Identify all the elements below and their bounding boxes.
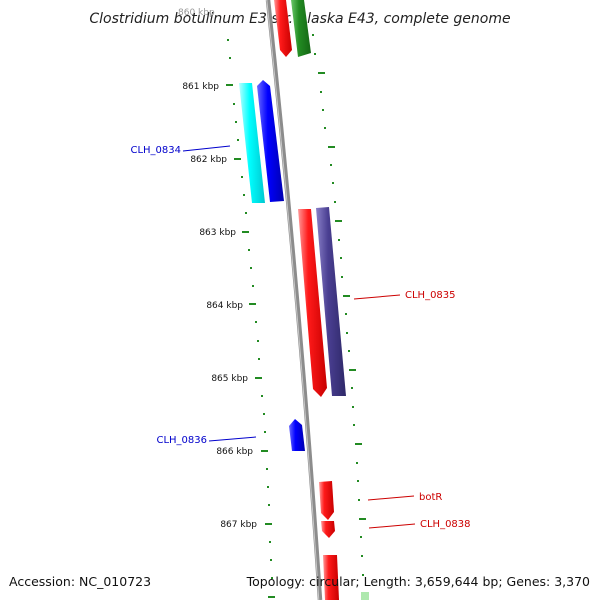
gene-arrow-blue-clh-0836[interactable] — [289, 419, 305, 451]
callout-line-clh-0834 — [182, 145, 231, 152]
gene-label-clh-0838[interactable]: CLH_0838 — [420, 519, 471, 530]
tick-label: 862 kbp — [190, 155, 227, 165]
tick-label-860-partial: 860 kbp — [178, 8, 215, 18]
gene-label-clh-0836[interactable]: CLH_0836 — [156, 435, 207, 446]
gene-cyan[interactable] — [239, 83, 265, 203]
gene-arrow-green-top[interactable] — [291, 0, 311, 57]
callout-line-botr — [367, 495, 415, 501]
genome-backbone — [265, 0, 323, 600]
outer-tick-marks — [312, 34, 368, 595]
gene-label-clh-0835[interactable]: CLH_0835 — [405, 290, 456, 301]
footer-accession: Accession: NC_010723 — [9, 574, 151, 589]
callout-line-clh-0838 — [368, 523, 416, 529]
gene-arrow-red-clh-0835[interactable] — [298, 209, 327, 397]
gene-label-botr[interactable]: botR — [419, 492, 442, 503]
gene-green-bottom[interactable] — [361, 592, 369, 600]
gene-label-clh-0834[interactable]: CLH_0834 — [130, 145, 181, 156]
footer-summary: Topology: circular; Length: 3,659,644 bp… — [246, 574, 590, 589]
tick-label: 865 kbp — [211, 374, 248, 384]
gene-arrow-red-top[interactable] — [274, 0, 292, 57]
gene-arrow-red-botr[interactable] — [319, 481, 334, 520]
tick-label: 863 kbp — [199, 228, 236, 238]
callout-line-clh-0835 — [353, 294, 401, 300]
inner-tick-marks — [226, 39, 275, 598]
callout-line-clh-0836 — [208, 436, 257, 442]
gene-arrow-blue-clh-0834[interactable] — [257, 80, 284, 202]
tick-label: 867 kbp — [220, 520, 257, 530]
gene-red-bottom[interactable] — [323, 555, 339, 600]
genome-backbone-highlight — [266, 0, 320, 600]
gene-purple-clh-0835[interactable] — [316, 207, 346, 396]
gene-arrow-red-clh-0838[interactable] — [321, 521, 335, 538]
tick-label: 866 kbp — [216, 447, 253, 457]
tick-label: 864 kbp — [206, 301, 243, 311]
tick-label: 861 kbp — [182, 82, 219, 92]
